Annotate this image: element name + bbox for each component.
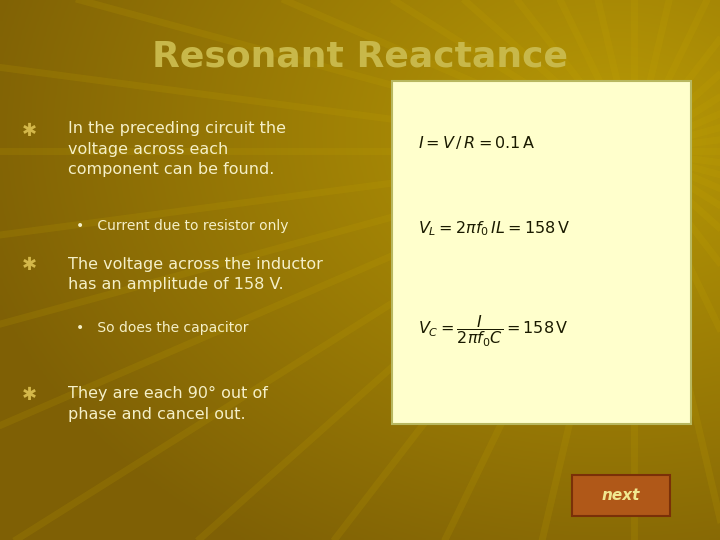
- Text: $V_C = \dfrac{I}{2\pi f_0 C} = 158\,\mathrm{V}$: $V_C = \dfrac{I}{2\pi f_0 C} = 158\,\mat…: [418, 314, 568, 349]
- Text: ✱: ✱: [22, 386, 37, 404]
- Text: $I = V\,/\,R = 0.1\,\mathrm{A}$: $I = V\,/\,R = 0.1\,\mathrm{A}$: [418, 134, 535, 151]
- Text: ✱: ✱: [22, 122, 37, 139]
- Text: $V_L = 2\pi f_0\,IL = 158\,\mathrm{V}$: $V_L = 2\pi f_0\,IL = 158\,\mathrm{V}$: [418, 219, 570, 238]
- Text: The voltage across the inductor
has an amplitude of 158 V.: The voltage across the inductor has an a…: [68, 256, 323, 292]
- Text: •   So does the capacitor: • So does the capacitor: [76, 321, 248, 335]
- Text: next: next: [602, 488, 640, 503]
- Text: In the preceding circuit the
voltage across each
component can be found.: In the preceding circuit the voltage acr…: [68, 122, 287, 177]
- Text: •   Current due to resistor only: • Current due to resistor only: [76, 219, 288, 233]
- FancyBboxPatch shape: [572, 475, 670, 516]
- Text: Resonant Reactance: Resonant Reactance: [152, 40, 568, 73]
- Text: ✱: ✱: [22, 256, 37, 274]
- Text: They are each 90° out of
phase and cancel out.: They are each 90° out of phase and cance…: [68, 386, 269, 422]
- FancyBboxPatch shape: [392, 81, 691, 424]
